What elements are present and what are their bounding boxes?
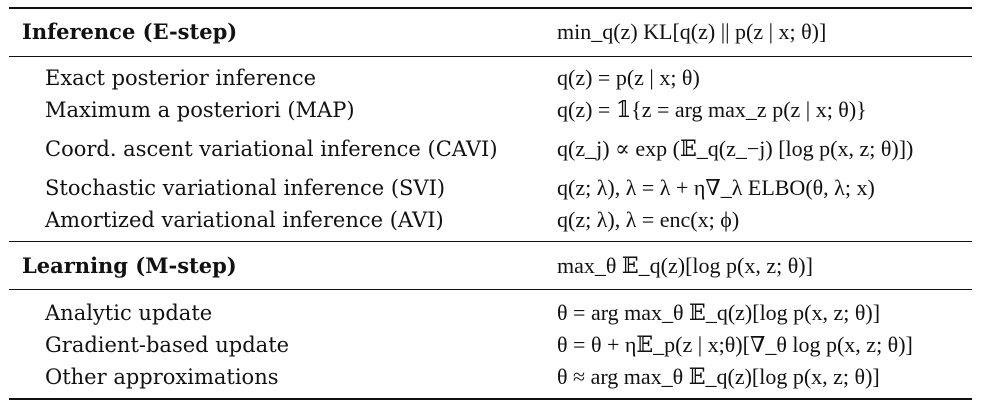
row-formula-other-approximations: θ ≈ arg max_θ 𝔼_q(z)[log p(x, z; θ)] [557, 364, 880, 389]
inference-objective-formula: min_q(z) KL[q(z) || p(z | x; θ)] [557, 19, 827, 44]
row-label-other-approximations: Other approximations [45, 365, 279, 389]
row-label-avi: Amortized variational inference (AVI) [45, 208, 444, 232]
row-formula-cavi: q(z_j) ∝ exp (𝔼_q(z_−j) [log p(x, z; θ)]… [557, 136, 914, 161]
section-header-inference: Inference (E-step) [22, 19, 238, 44]
section-header-learning: Learning (M-step) [22, 253, 237, 278]
row-formula-gradient-update: θ = θ + η𝔼_p(z | x;θ)[∇_θ log p(x, z; θ)… [557, 332, 913, 357]
row-formula-map: q(z) = 𝟙{z = arg max_z p(z | x; θ)} [557, 97, 867, 122]
learning-objective-formula: max_θ 𝔼_q(z)[log p(x, z; θ)] [557, 253, 813, 278]
section-rule [9, 241, 972, 242]
row-label-gradient-update: Gradient-based update [45, 333, 290, 357]
row-label-svi: Stochastic variational inference (SVI) [45, 176, 446, 200]
bottom-rule [9, 398, 972, 400]
row-formula-avi: q(z; λ), λ = enc(x; ϕ) [557, 207, 740, 232]
row-formula-analytic-update: θ = arg max_θ 𝔼_q(z)[log p(x, z; θ)] [557, 300, 881, 325]
row-label-analytic-update: Analytic update [45, 301, 213, 325]
row-formula-svi: q(z; λ), λ = λ + η∇_λ ELBO(θ, λ; x) [557, 175, 875, 200]
header-rule-1 [9, 56, 972, 57]
row-formula-exact-posterior: q(z) = p(z | x; θ) [557, 65, 700, 90]
row-label-cavi: Coord. ascent variational inference (CAV… [45, 137, 498, 161]
header-rule-2 [9, 289, 972, 290]
top-rule [9, 7, 972, 9]
row-label-exact-posterior: Exact posterior inference [45, 66, 317, 90]
row-label-map: Maximum a posteriori (MAP) [45, 98, 355, 122]
